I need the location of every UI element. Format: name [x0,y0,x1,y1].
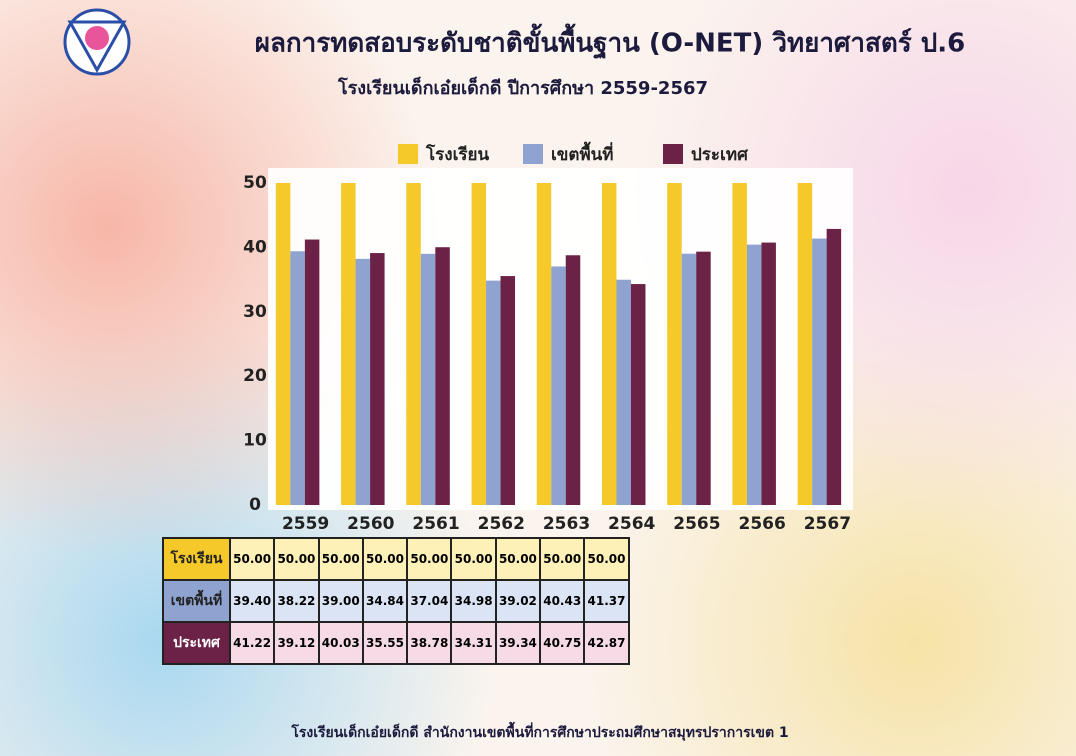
bar [406,183,421,505]
bar [746,244,762,505]
legend-label: เขตพื้นที่ [551,141,614,165]
table-cell: 40.75 [540,622,585,664]
bar [616,279,631,505]
x-tick-label: 2564 [608,514,655,534]
bar [696,251,711,505]
y-tick-label: 20 [243,366,267,386]
x-tick-label: 2559 [282,514,329,534]
bar [681,253,697,505]
table-cell: 50.00 [451,538,496,580]
table-cell: 34.31 [451,622,496,664]
x-tick-label: 2561 [412,514,459,534]
table-cell: 34.84 [362,580,408,622]
logo-mark [67,20,127,74]
bar [601,183,617,505]
bar [732,183,747,505]
table-cell: 40.43 [540,580,585,622]
table-cell: 39.34 [495,622,541,664]
table-cell: 37.04 [407,580,452,622]
data-table: โรงเรียน 50.00 50.00 50.00 50.00 50.00 50.00 50… [162,537,630,665]
bar [551,266,566,505]
table-cell: 50.00 [495,538,541,580]
table-cell: 40.03 [318,622,363,664]
bar [761,242,776,505]
table-cell: 38.22 [274,580,319,622]
legend-label: ประเทศ [691,145,749,165]
title: ผลการทดสอบระดับชาติขั้นพื้นฐาน (O-NET) ว… [255,23,966,61]
y-tick-label: 10 [243,431,267,451]
table-cell: 50.00 [540,538,585,580]
bar [304,239,320,505]
x-tick-label: 2563 [543,514,590,534]
row-header: เขตพื้นที่ [163,580,230,622]
bar [826,228,842,505]
bar [486,280,501,505]
x-tick-label: 2565 [673,514,720,534]
table-cell: 50.00 [362,538,408,580]
table-cell: 50.00 [407,538,452,580]
bar [630,284,646,505]
y-tick-label: 50 [243,173,267,193]
y-tick-label: 40 [243,237,267,257]
bar [355,258,371,505]
bar [370,253,385,505]
table-cell: 50.00 [318,538,363,580]
subtitle: โรงเรียนเด็กเอ๋ยเด็กดี ปีการศึกษา 2559-2… [337,76,708,99]
table-cell: 34.98 [451,580,496,622]
table-cell: 38.78 [407,622,452,664]
y-tick-label: 0 [249,495,261,515]
table-cell: 50.00 [584,538,629,580]
table-cell: 39.12 [274,622,319,664]
legend-swatch [663,144,683,164]
table-cell: 50.00 [274,538,319,580]
bar [471,183,487,505]
bar [565,255,581,505]
x-tick-label: 2560 [347,514,394,534]
table-cell: 50.00 [230,538,275,580]
bar [667,183,682,505]
bar [812,238,827,505]
bar [275,183,291,505]
legend-swatch [398,144,418,164]
legend-swatch [523,144,543,164]
bar [500,276,516,505]
table-cell: 41.22 [230,622,275,664]
row-header: ประเทศ [163,622,230,664]
bar [420,253,436,505]
table-cell: 39.40 [230,580,275,622]
logo-flower [85,26,109,50]
table-cell: 41.37 [584,580,629,622]
footer: โรงเรียนเด็กเอ๋ยเด็กดี สำนักงานเขตพื้นที… [290,721,788,741]
bar [797,183,813,505]
table-cell: 39.02 [495,580,541,622]
x-tick-label: 2566 [739,514,786,534]
bar [536,183,552,505]
bar [290,251,305,505]
bar [435,247,450,506]
y-tick-label: 30 [243,302,267,322]
legend-label: โรงเรียน [425,144,489,165]
row-header: โรงเรียน [163,538,230,580]
table-cell: 35.55 [362,622,408,664]
bar [341,183,356,505]
x-tick-label: 2562 [478,514,525,534]
x-tick-label: 2567 [804,514,851,534]
table-cell: 42.87 [584,622,629,664]
table-cell: 39.00 [318,580,363,622]
